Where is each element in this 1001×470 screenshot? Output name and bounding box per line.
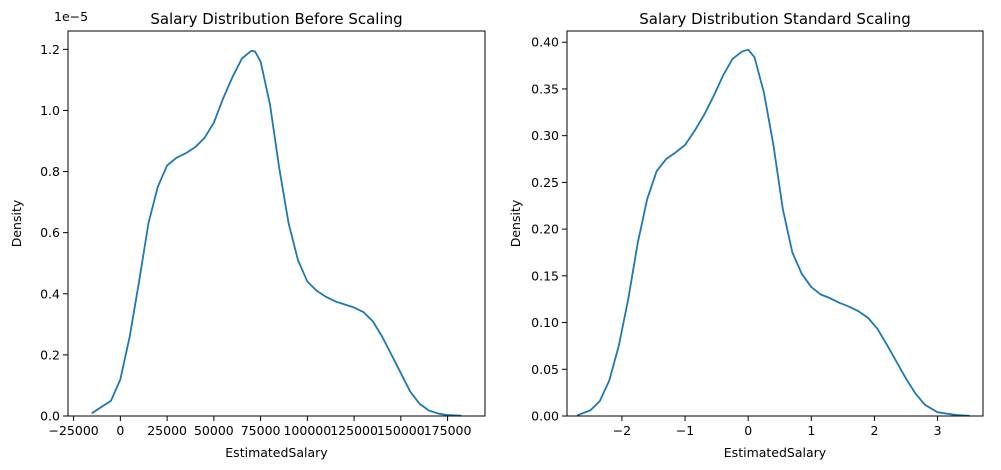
x-tick-label: 25000 <box>147 423 187 438</box>
chart-panel-before-scaling: Salary Distribution Before Scaling −25000… <box>9 9 486 460</box>
x-axis-label: EstimatedSalary <box>724 445 827 460</box>
x-axis-label: EstimatedSalary <box>225 445 328 460</box>
y-axis-label: Density <box>508 199 523 247</box>
x-tick-label: 0 <box>116 423 124 438</box>
y-tick-label: 1.0 <box>40 103 60 118</box>
x-tick-label: 1 <box>807 423 815 438</box>
y-axis-offset-text: 1e−5 <box>54 9 88 24</box>
x-tick-label: 175000 <box>424 423 472 438</box>
y-tick-label: 0.40 <box>531 35 559 50</box>
y-tick-label: 0.8 <box>40 164 60 179</box>
y-tick-label: 0.05 <box>531 362 559 377</box>
x-tick-label: −2 <box>613 423 631 438</box>
y-tick-label: 0.10 <box>531 315 559 330</box>
y-tick-label: 0.2 <box>40 347 60 362</box>
x-tick-label: 50000 <box>194 423 234 438</box>
x-tick-label: 75000 <box>241 423 281 438</box>
x-tick-label: 100000 <box>283 423 331 438</box>
chart-panel-standard-scaling: Salary Distribution Standard Scaling −2 −1… <box>508 10 984 460</box>
y-tick-label: 0.15 <box>531 268 559 283</box>
y-tick-label: 0.6 <box>40 225 60 240</box>
y-tick-label: 1.2 <box>40 42 60 57</box>
x-tick-label: −25000 <box>48 423 98 438</box>
x-tick-label: 3 <box>934 423 942 438</box>
x-tick-label: −1 <box>676 423 694 438</box>
y-tick-label: 0.30 <box>531 128 559 143</box>
y-tick-label: 0.20 <box>531 222 559 237</box>
y-tick-label: 0.25 <box>531 175 559 190</box>
y-axis-label: Density <box>9 199 24 247</box>
plot-frame <box>67 30 486 417</box>
plot-frame <box>566 30 984 417</box>
y-tick-label: 0.4 <box>40 286 60 301</box>
x-tick-label: 125000 <box>330 423 378 438</box>
y-tick-label: 0.00 <box>531 409 559 424</box>
y-tick-label: 0.35 <box>531 81 559 96</box>
x-tick-label: 2 <box>870 423 878 438</box>
density-curve-line <box>91 49 462 417</box>
chart-title: Salary Distribution Standard Scaling <box>639 10 911 28</box>
chart-title: Salary Distribution Before Scaling <box>150 10 402 28</box>
y-tick-label: 0.0 <box>40 409 60 424</box>
x-tick-label: 150000 <box>377 423 425 438</box>
x-tick-label: 0 <box>744 423 752 438</box>
density-curve-line <box>576 48 971 417</box>
